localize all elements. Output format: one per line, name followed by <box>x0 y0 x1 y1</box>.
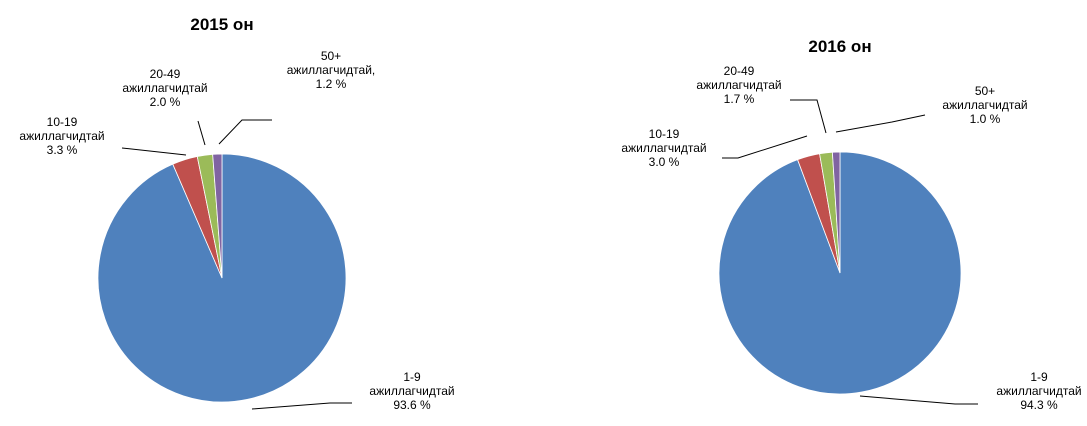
pie-chart-2015: 1-9 ажиллагчидтай 93.6 % 10-19 ажиллагчидтай… <box>19 49 454 412</box>
slice-1-9-label: 1-9 ажиллагчидтай 94.3 % <box>996 370 1081 412</box>
slice-20-49-leader-line <box>197 120 206 146</box>
slice-50-plus-leader-line <box>835 114 926 133</box>
slice-50-plus <box>831 151 841 274</box>
slice-1-9-leader-line <box>251 402 352 410</box>
slice-20-49-leader-line <box>790 99 827 134</box>
slice-10-19-leader-line <box>722 135 808 159</box>
slice-1-9-leader-line <box>859 395 978 405</box>
pie-chart-2016: 1-9 ажиллагчидтай 94.3 % 10-19 ажиллагчидтай… <box>621 64 1081 412</box>
slice-50-plus-label: 50+ ажиллагчидтай 1.0 % <box>942 84 1027 126</box>
slice-50-plus-leader-line <box>218 119 272 145</box>
slice-20-49-label: 20-49 ажиллагчидтай 1.7 % <box>696 64 781 106</box>
chart-1-title: 2015 он <box>190 15 253 34</box>
slice-10-19-label: 10-19 ажиллагчидтай 3.0 % <box>621 127 706 169</box>
slice-1-9-label: 1-9 ажиллагчидтай 93.6 % <box>369 370 454 412</box>
chart-2-title: 2016 он <box>808 37 871 56</box>
slice-10-19-leader-line <box>121 147 187 156</box>
slice-50-plus <box>212 153 223 279</box>
slice-20-49-label: 20-49 ажиллагчидтай 2.0 % <box>122 67 207 109</box>
slice-50-plus-label: 50+ ажиллагчидтай, 1.2 % <box>287 49 376 91</box>
slice-10-19-label: 10-19 ажиллагчидтай 3.3 % <box>19 115 104 157</box>
